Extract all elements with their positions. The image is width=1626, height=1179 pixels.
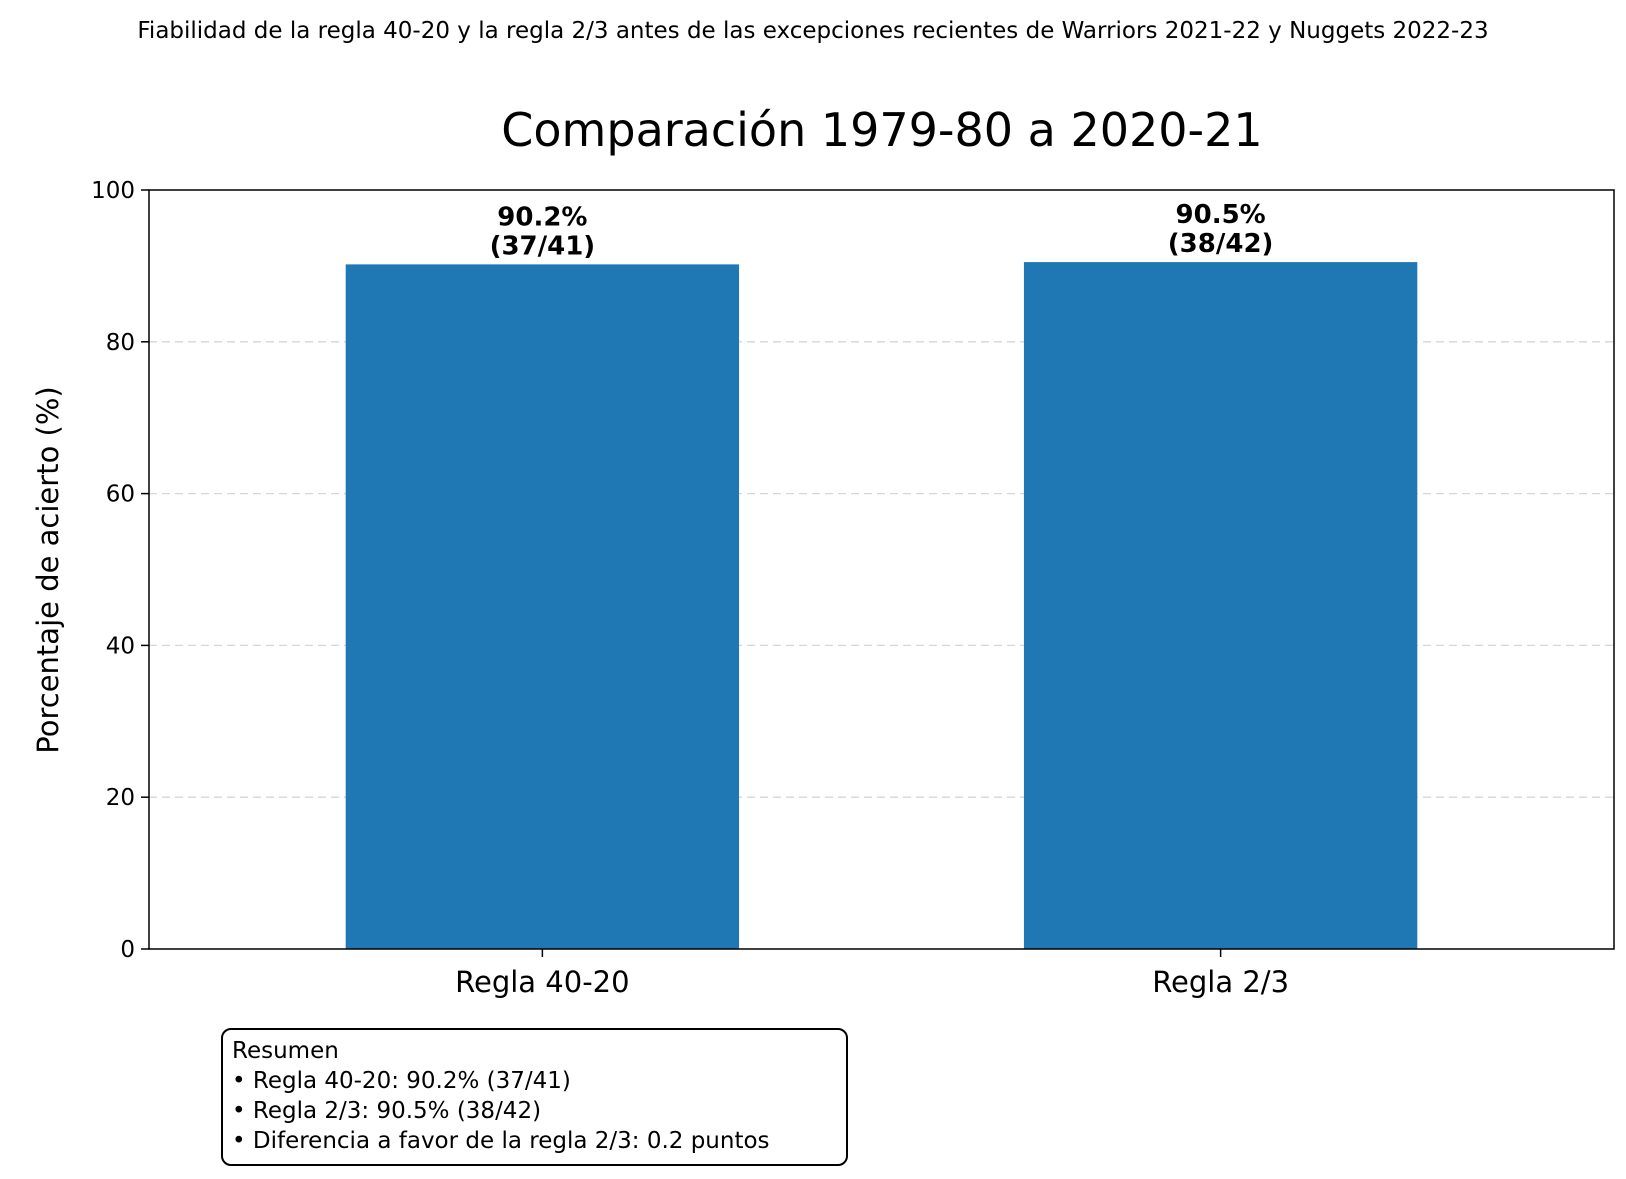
y-tick-label-60: 60 [106, 482, 135, 508]
chart-title: Comparación 1979-80 a 2020-21 [501, 103, 1262, 157]
bar-count-label-2: (38/42) [1168, 229, 1274, 259]
grid-lines [149, 341, 1614, 798]
y-tick-label-80: 80 [106, 330, 135, 356]
summary-box [221, 1028, 848, 1166]
bar-1 [345, 264, 740, 950]
y-tick-label-0: 0 [120, 937, 135, 963]
x-axis-ticks: Regla 40-20 Regla 2/3 [455, 949, 1289, 999]
summary-line-3: • Diferencia a favor de la regla 2/3: 0.… [232, 1128, 770, 1154]
summary-panel: Resumen • Regla 40-20: 90.2% (37/41) • R… [221, 1028, 848, 1166]
summary-line-2: • Regla 2/3: 90.5% (38/42) [232, 1098, 541, 1124]
summary-line-1: • Regla 40-20: 90.2% (37/41) [232, 1068, 571, 1094]
bars [345, 262, 1418, 950]
y-tick-label-100: 100 [91, 178, 135, 204]
bar-2 [1023, 262, 1418, 950]
x-tick-label-1: Regla 40-20 [455, 965, 629, 999]
bar-count-label-1: (37/41) [490, 231, 596, 261]
bar-value-label-2: 90.5% [1176, 200, 1266, 230]
bar-value-label-1: 90.2% [497, 202, 587, 232]
y-tick-label-40: 40 [106, 633, 135, 659]
chart-suptitle: Fiabilidad de la regla 40-20 y la regla … [137, 18, 1488, 44]
y-axis-ticks: 0 20 40 60 80 100 [91, 178, 149, 963]
y-axis-label: Porcentaje de acierto (%) [31, 386, 65, 753]
bar-labels: 90.2%(37/41) 90.5%(38/42) [490, 200, 1274, 261]
y-tick-label-20: 20 [106, 785, 135, 811]
x-tick-label-2: Regla 2/3 [1152, 965, 1289, 999]
plot-frame [148, 189, 1615, 950]
summary-heading: Resumen [232, 1038, 339, 1064]
